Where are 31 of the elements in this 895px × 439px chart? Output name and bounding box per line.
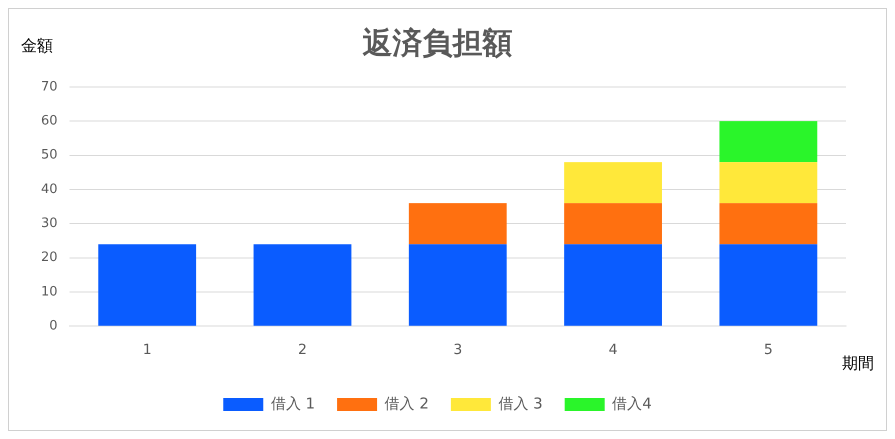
bar	[719, 121, 818, 162]
bar	[408, 203, 507, 244]
y-tick-label: 70	[40, 79, 58, 94]
x-tick-label: 1	[142, 342, 152, 358]
y-tick-label: 20	[40, 250, 58, 266]
y-tick-label: 60	[40, 114, 58, 129]
y-tick-label: 0	[49, 318, 58, 334]
legend-label: 借入 2	[384, 394, 429, 412]
bar	[564, 203, 662, 244]
legend-label: 借入 3	[498, 394, 543, 412]
y-tick-label: 10	[40, 284, 58, 300]
bar	[719, 162, 818, 204]
y-tick-label: 30	[40, 216, 58, 232]
y-tick-label: 50	[40, 148, 58, 163]
x-tick-label: 2	[298, 342, 307, 358]
bar	[564, 244, 662, 326]
bar	[719, 244, 818, 326]
x-axis-title: 期間	[842, 353, 874, 372]
legend-label: 借入4	[612, 394, 652, 412]
x-tick-label: 5	[764, 342, 773, 358]
y-tick-label: 40	[40, 182, 58, 197]
bar	[254, 244, 352, 326]
bar	[98, 244, 196, 326]
bar	[719, 203, 818, 244]
bar	[564, 162, 662, 204]
x-tick-label: 4	[608, 342, 618, 358]
x-tick-label: 3	[453, 342, 462, 358]
bar	[408, 244, 507, 326]
legend-label: 借入 1	[270, 394, 316, 412]
chart-title: 返済負担額	[362, 26, 512, 61]
y-axis-title: 金額	[21, 36, 53, 56]
